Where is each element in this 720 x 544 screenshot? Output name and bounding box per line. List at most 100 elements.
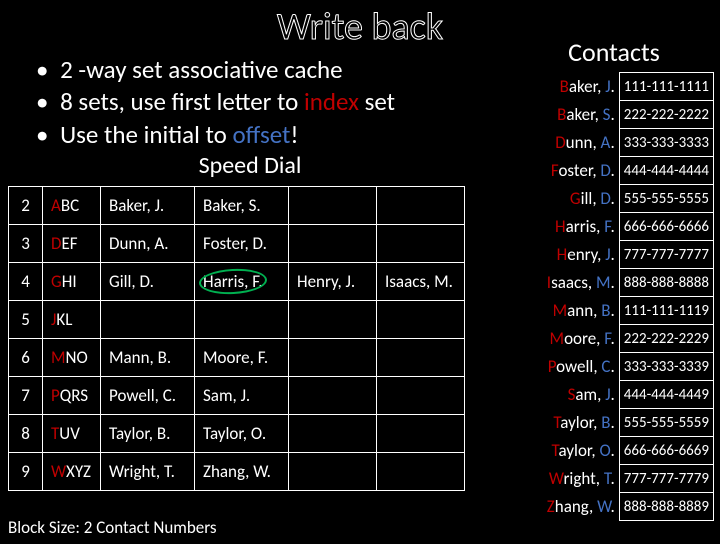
contact-row: Moore, F.222-222-2229 [545,325,714,353]
bullet-marker: • [36,119,48,150]
row-keys: JKL [43,300,101,338]
contact-cell [289,300,377,338]
contact-phone: 222-222-2229 [619,325,713,353]
contact-row: Harris, F.666-666-6666 [545,213,714,241]
contact-name: Henry, J. [545,241,620,269]
contact-phone: 333-333-3339 [619,353,713,381]
contacts-table: Baker, J.111-111-1111Baker, S.222-222-22… [545,72,714,521]
bullet-text-post: cache [278,54,342,85]
contact-cell [377,300,465,338]
contact-row: Foster, D.444-444-4444 [545,157,714,185]
contact-name: Harris, F. [545,213,620,241]
row-number: 4 [9,262,43,300]
contact-row: Wright, T.777-777-7779 [545,465,714,493]
contact-name: Powell, C. [545,353,620,381]
speed-dial-table: 2ABCBaker, J.Baker, S.3DEFDunn, A.Foster… [8,186,465,491]
contact-row: Dunn, A.333-333-3333 [545,129,714,157]
row-number: 3 [9,224,43,262]
contact-row: Sam, J.444-444-4449 [545,381,714,409]
contact-row: Gill, D.555-555-5555 [545,185,714,213]
contact-phone: 666-666-6666 [619,213,713,241]
contact-cell: Powell, C. [101,376,195,414]
table-row: 3DEFDunn, A.Foster, D. [9,224,465,262]
row-keys: TUV [43,414,101,452]
row-number: 8 [9,414,43,452]
contact-cell [377,186,465,224]
contact-row: Taylor, O.666-666-6669 [545,437,714,465]
bullet-text-pre: 2 -way set [60,54,168,85]
contact-cell [289,376,377,414]
contact-cell [377,452,465,490]
contact-row: Baker, J.111-111-1111 [545,73,714,101]
contact-cell [289,414,377,452]
contact-cell [101,300,195,338]
contact-name: Moore, F. [545,325,620,353]
bullet-item: • Use the initial to offset! [36,119,506,150]
bullet-marker: • [36,54,48,85]
row-keys: WXYZ [43,452,101,490]
contact-phone: 888-888-8888 [619,269,713,297]
contact-cell [289,452,377,490]
contact-name: Sam, J. [545,381,620,409]
bullet-text-pre: Use the initial to [60,119,232,150]
contact-cell: Harris, F. [195,262,289,300]
contact-cell: Henry, J. [289,262,377,300]
contact-cell [377,224,465,262]
contact-cell: Sam, J. [195,376,289,414]
contact-row: Powell, C.333-333-3339 [545,353,714,381]
footer-note: Block Size: 2 Contact Numbers [8,517,217,538]
row-keys: MNO [43,338,101,376]
contact-phone: 555-555-5555 [619,185,713,213]
contact-name: Wright, T. [545,465,620,493]
contact-name: Mann, B. [545,297,620,325]
bullet-item: • 2 -way set associative cache [36,54,506,85]
contact-cell: Baker, J. [101,186,195,224]
bullet-text-mid: associative [168,54,278,85]
contact-cell: Mann, B. [101,338,195,376]
contact-cell: Taylor, B. [101,414,195,452]
bullet-item: • 8 sets, use first letter to index set [36,86,506,117]
contact-phone: 111-111-1111 [619,73,713,101]
contact-name: Dunn, A. [545,129,620,157]
contact-phone: 666-666-6669 [619,437,713,465]
row-keys: ABC [43,186,101,224]
contact-row: Taylor, B.555-555-5559 [545,409,714,437]
row-number: 6 [9,338,43,376]
contact-name: Isaacs, M. [545,269,620,297]
contact-cell [377,414,465,452]
contact-cell: Gill, D. [101,262,195,300]
contact-phone: 222-222-2222 [619,101,713,129]
bullet-text-mid: index [304,86,359,117]
contact-name: Gill, D. [545,185,620,213]
row-number: 2 [9,186,43,224]
bullet-text-post: set [359,86,395,117]
bullet-text-pre: 8 sets, use first letter to [60,86,304,117]
table-row: 8TUVTaylor, B.Taylor, O. [9,414,465,452]
bullet-marker: • [36,86,48,117]
contact-name: Taylor, B. [545,409,620,437]
contact-phone: 555-555-5559 [619,409,713,437]
row-number: 5 [9,300,43,338]
contact-phone: 444-444-4449 [619,381,713,409]
contact-row: Zhang, W.888-888-8889 [545,493,714,521]
contact-phone: 111-111-1119 [619,297,713,325]
contact-cell [289,224,377,262]
row-keys: DEF [43,224,101,262]
table-row: 4GHIGill, D.Harris, F.Henry, J.Isaacs, M… [9,262,465,300]
table-row: 6MNOMann, B.Moore, F. [9,338,465,376]
contact-cell [289,186,377,224]
contact-cell [195,300,289,338]
contacts-title: Contacts [514,36,714,68]
table-row: 7PQRSPowell, C.Sam, J. [9,376,465,414]
bullet-text-mid: offset [233,119,291,150]
contact-cell: Wright, T. [101,452,195,490]
contacts-panel: Contacts Baker, J.111-111-1111Baker, S.2… [514,36,714,521]
table-row: 5JKL [9,300,465,338]
table-row: 2ABCBaker, J.Baker, S. [9,186,465,224]
contact-row: Mann, B.111-111-1119 [545,297,714,325]
contact-row: Baker, S.222-222-2222 [545,101,714,129]
contact-cell: Zhang, W. [195,452,289,490]
contact-cell: Taylor, O. [195,414,289,452]
contact-name: Zhang, W. [545,493,620,521]
bullet-list: • 2 -way set associative cache • 8 sets,… [36,54,506,150]
